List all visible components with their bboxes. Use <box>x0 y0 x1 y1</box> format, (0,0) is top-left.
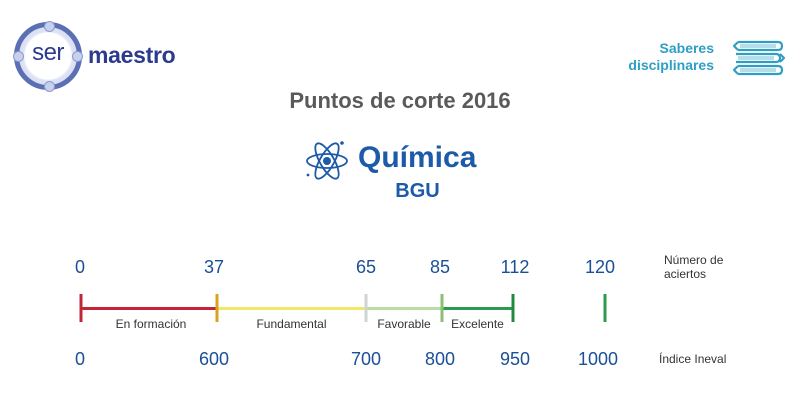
saberes-line2: disciplinares <box>628 57 714 73</box>
aciertos-label-line2: aciertos <box>664 267 707 281</box>
aciertos-value: 120 <box>584 257 616 277</box>
scale-tick <box>603 294 607 322</box>
books-icon <box>732 40 786 76</box>
scale-segment-label: Favorable <box>377 317 431 331</box>
saberes-line1: Saberes <box>659 40 714 56</box>
scale-segment <box>81 307 217 310</box>
scale-segment-label: Excelente <box>451 317 504 331</box>
aciertos-value: 37 <box>203 257 225 277</box>
ineval-value: 800 <box>424 349 456 369</box>
scale-segment-label: Fundamental <box>256 317 327 331</box>
aciertos-value: 65 <box>355 257 377 277</box>
scale-segment-label: En formación <box>115 317 187 331</box>
scale-tick <box>440 294 444 322</box>
ineval-value: 950 <box>499 349 531 369</box>
atom-icon <box>306 141 348 180</box>
subject-level: BGU <box>395 180 440 202</box>
aciertos-axis-label: Número de aciertos <box>664 253 723 281</box>
scale-segment <box>442 307 513 310</box>
aciertos-label-line1: Número de <box>664 253 724 267</box>
logo-ser-text: ser <box>32 39 64 66</box>
sermaestro-logo: ser maestro <box>13 21 189 98</box>
subject-name: Química <box>358 141 477 174</box>
logo-ring <box>13 21 83 92</box>
scale-segment <box>366 307 442 310</box>
ineval-value: 700 <box>350 349 382 369</box>
ineval-axis-label: Índice Ineval <box>659 352 727 366</box>
logo-dot <box>44 81 55 92</box>
logo-dot <box>44 21 55 32</box>
aciertos-value: 112 <box>500 257 530 277</box>
scale-tick <box>364 294 368 322</box>
ineval-value: 1000 <box>577 349 619 369</box>
logo-maestro-text: maestro <box>88 42 176 68</box>
saberes-disciplinares-label: Saberes disciplinares <box>628 40 714 74</box>
scale-tick <box>511 294 515 322</box>
logo-dot <box>72 51 83 62</box>
logo-dot <box>13 51 24 62</box>
ineval-value: 600 <box>198 349 230 369</box>
scale-segment <box>217 307 366 310</box>
page-title: Puntos de corte 2016 <box>289 88 511 113</box>
aciertos-value: 85 <box>429 257 451 277</box>
aciertos-value: 0 <box>74 257 86 277</box>
scale-tick <box>79 294 83 322</box>
scale-tick <box>215 294 219 322</box>
ineval-value: 0 <box>74 349 86 369</box>
